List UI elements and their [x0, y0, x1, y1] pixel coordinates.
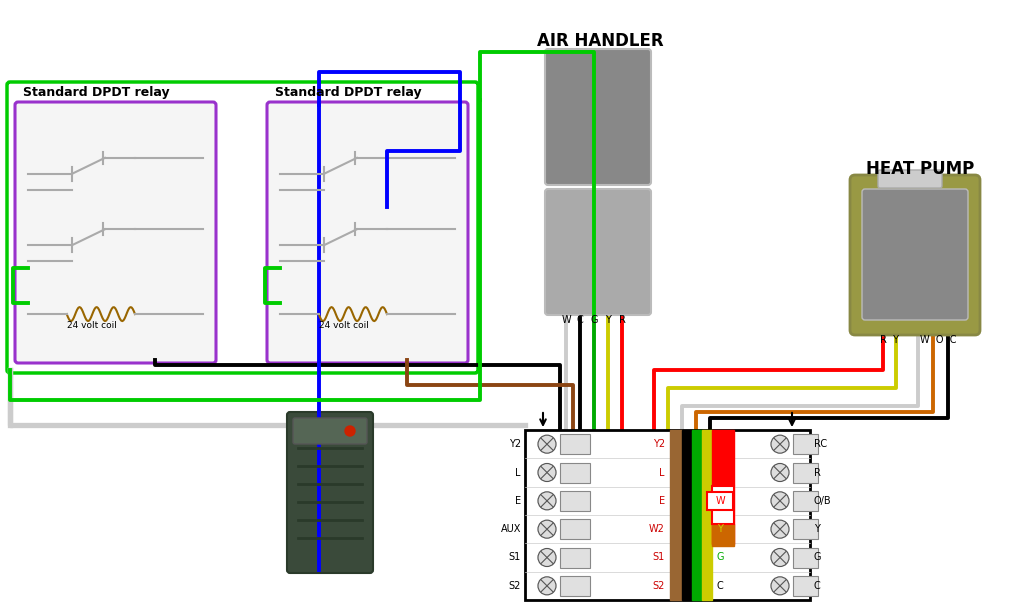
Bar — [560, 491, 590, 511]
Bar — [525, 430, 810, 600]
Text: Y2: Y2 — [508, 439, 521, 449]
Bar — [793, 576, 818, 596]
Text: Standard DPDT relay: Standard DPDT relay — [23, 86, 170, 99]
Text: E: E — [515, 496, 521, 506]
Bar — [793, 548, 818, 567]
Circle shape — [771, 520, 789, 538]
FancyBboxPatch shape — [545, 49, 651, 185]
Text: R: R — [814, 468, 820, 477]
Circle shape — [538, 577, 555, 595]
Text: R: R — [619, 315, 625, 325]
Bar — [707, 492, 733, 510]
Circle shape — [771, 463, 789, 482]
Bar — [560, 434, 590, 454]
Bar — [793, 434, 818, 454]
Circle shape — [538, 548, 555, 567]
Text: Standard DPDT relay: Standard DPDT relay — [275, 86, 421, 99]
Bar — [712, 486, 733, 524]
Text: O/B: O/B — [814, 496, 832, 506]
FancyBboxPatch shape — [850, 175, 980, 335]
Text: S1: S1 — [508, 553, 521, 562]
Text: L: L — [516, 468, 521, 477]
Text: Y: Y — [717, 524, 723, 534]
FancyBboxPatch shape — [293, 418, 367, 444]
Text: W2: W2 — [650, 524, 665, 534]
Text: 24 volt coil: 24 volt coil — [319, 321, 368, 330]
Text: C: C — [814, 581, 820, 591]
Circle shape — [538, 463, 555, 482]
Circle shape — [538, 520, 555, 538]
Bar — [793, 463, 818, 482]
Circle shape — [771, 548, 789, 567]
Text: Y: Y — [814, 524, 819, 534]
FancyBboxPatch shape — [287, 412, 373, 573]
Text: W: W — [715, 496, 725, 506]
Bar — [793, 491, 818, 511]
Bar — [793, 519, 818, 539]
FancyBboxPatch shape — [862, 189, 968, 320]
Text: G: G — [814, 553, 821, 562]
Text: C: C — [717, 581, 723, 591]
Circle shape — [538, 435, 555, 453]
Text: E: E — [659, 496, 665, 506]
FancyBboxPatch shape — [878, 170, 942, 188]
Text: W  O  C: W O C — [920, 335, 957, 345]
FancyBboxPatch shape — [267, 102, 468, 363]
Text: L: L — [660, 468, 665, 477]
Text: C: C — [577, 315, 583, 325]
Text: G: G — [590, 315, 597, 325]
FancyBboxPatch shape — [545, 189, 651, 315]
Circle shape — [538, 492, 555, 510]
Bar — [682, 430, 692, 600]
Bar — [702, 430, 712, 600]
Bar — [670, 430, 682, 600]
Text: R: R — [716, 468, 723, 477]
Text: R  Y: R Y — [880, 335, 899, 345]
Text: S2: S2 — [653, 581, 665, 591]
Text: S2: S2 — [508, 581, 521, 591]
Circle shape — [345, 426, 355, 436]
Text: RC: RC — [814, 439, 828, 449]
Circle shape — [771, 435, 789, 453]
Circle shape — [771, 577, 789, 595]
Text: S1: S1 — [653, 553, 665, 562]
Bar — [560, 548, 590, 567]
Bar — [712, 430, 733, 544]
FancyBboxPatch shape — [15, 102, 216, 363]
Bar — [560, 576, 590, 596]
Bar — [712, 486, 733, 524]
Text: W: W — [715, 496, 725, 506]
Text: RC: RC — [713, 439, 726, 449]
Text: W: W — [562, 315, 571, 325]
Text: G: G — [716, 553, 723, 562]
Text: AIR HANDLER: AIR HANDLER — [537, 32, 663, 50]
Bar — [712, 524, 733, 546]
Bar — [560, 463, 590, 482]
Text: Y2: Y2 — [653, 439, 665, 449]
Bar — [692, 430, 702, 600]
Bar — [560, 519, 590, 539]
Text: HEAT PUMP: HEAT PUMP — [865, 160, 974, 178]
Circle shape — [771, 492, 789, 510]
Text: 24 volt coil: 24 volt coil — [66, 321, 117, 330]
Text: AUX: AUX — [500, 524, 521, 534]
Text: Y: Y — [605, 315, 611, 325]
